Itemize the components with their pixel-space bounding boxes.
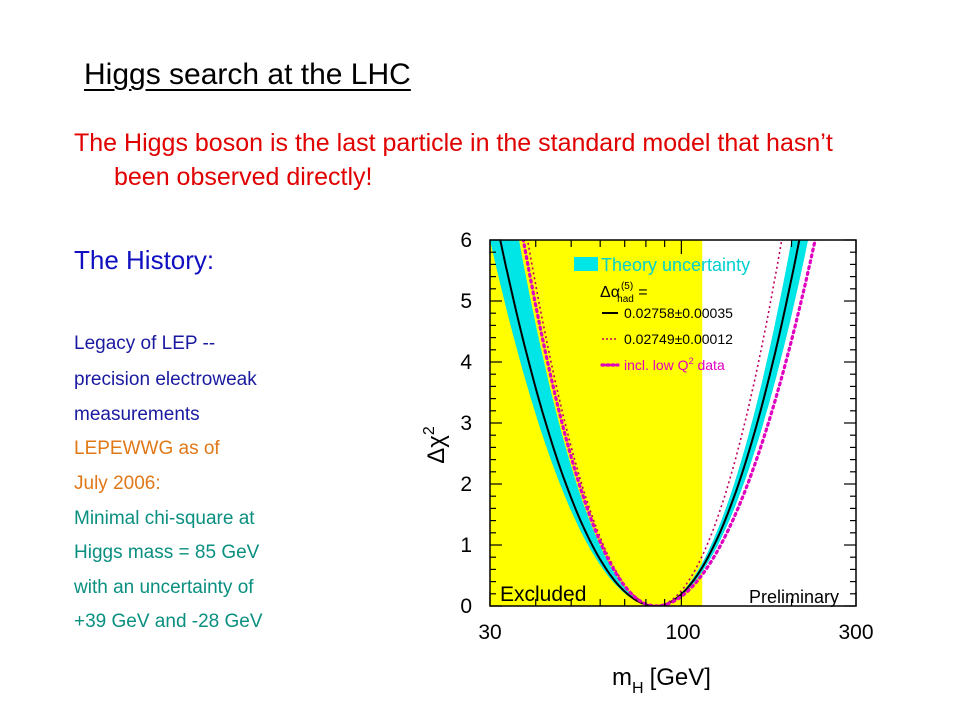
y-tick-label-2: 2 — [460, 473, 472, 496]
slide-title: Higgs search at the LHC — [84, 58, 411, 91]
excluded-label: Excluded — [500, 583, 586, 606]
legend-band-label: Theory uncertainty — [601, 255, 750, 275]
legend-entry-dotted: 0.02749±0.00012 — [624, 331, 733, 347]
y-tick-label-4: 4 — [460, 351, 472, 374]
preliminary-label: Preliminary — [749, 587, 839, 607]
axis-ticks — [489, 239, 857, 607]
history-heading: The History: — [74, 245, 215, 275]
chi-square-chart: 0 1 2 3 4 5 6 30 100 300 mH [GeV] Δχ2 Exc… — [421, 229, 874, 697]
x-tick-label-30: 30 — [478, 621, 501, 644]
y-axis-label: Δχ2 — [421, 426, 450, 464]
y-tick-label-6: 6 — [460, 229, 472, 252]
history-line-3: measurements — [74, 404, 200, 425]
history-line-4: LEPEWWG as of — [74, 438, 220, 459]
history-line-2: precision electroweak — [74, 369, 257, 390]
history-line-6: Minimal chi-square at — [74, 508, 255, 529]
series-low-q2-curve — [521, 240, 817, 606]
legend-band-swatch — [574, 257, 598, 271]
history-line-9: +39 GeV and -28 GeV — [74, 611, 263, 632]
y-tick-label-5: 5 — [460, 290, 472, 313]
history-line-8: with an uncertainty of — [74, 577, 254, 598]
y-tick-label-3: 3 — [460, 412, 472, 435]
x-tick-label-100: 100 — [665, 621, 700, 644]
history-line-7: Higgs mass = 85 GeV — [74, 542, 260, 563]
y-tick-label-0: 0 — [460, 595, 472, 618]
x-tick-label-300: 300 — [838, 621, 873, 644]
legend-header: Δα(5) had = — [600, 281, 648, 305]
history-line-1: Legacy of LEP -- — [74, 333, 216, 354]
legend-entry-solid: 0.02758±0.00035 — [624, 305, 733, 321]
history-line-5: July 2006: — [74, 473, 161, 494]
series-dotted-curve — [526, 240, 783, 606]
y-tick-label-1: 1 — [460, 534, 472, 557]
intro-text: The Higgs boson is the last particle in … — [74, 129, 833, 191]
x-axis-label: mH [GeV] — [612, 664, 711, 697]
legend-entry-low-q2: incl. low Q2 data — [624, 356, 725, 373]
theory-uncertainty-band — [490, 240, 809, 606]
